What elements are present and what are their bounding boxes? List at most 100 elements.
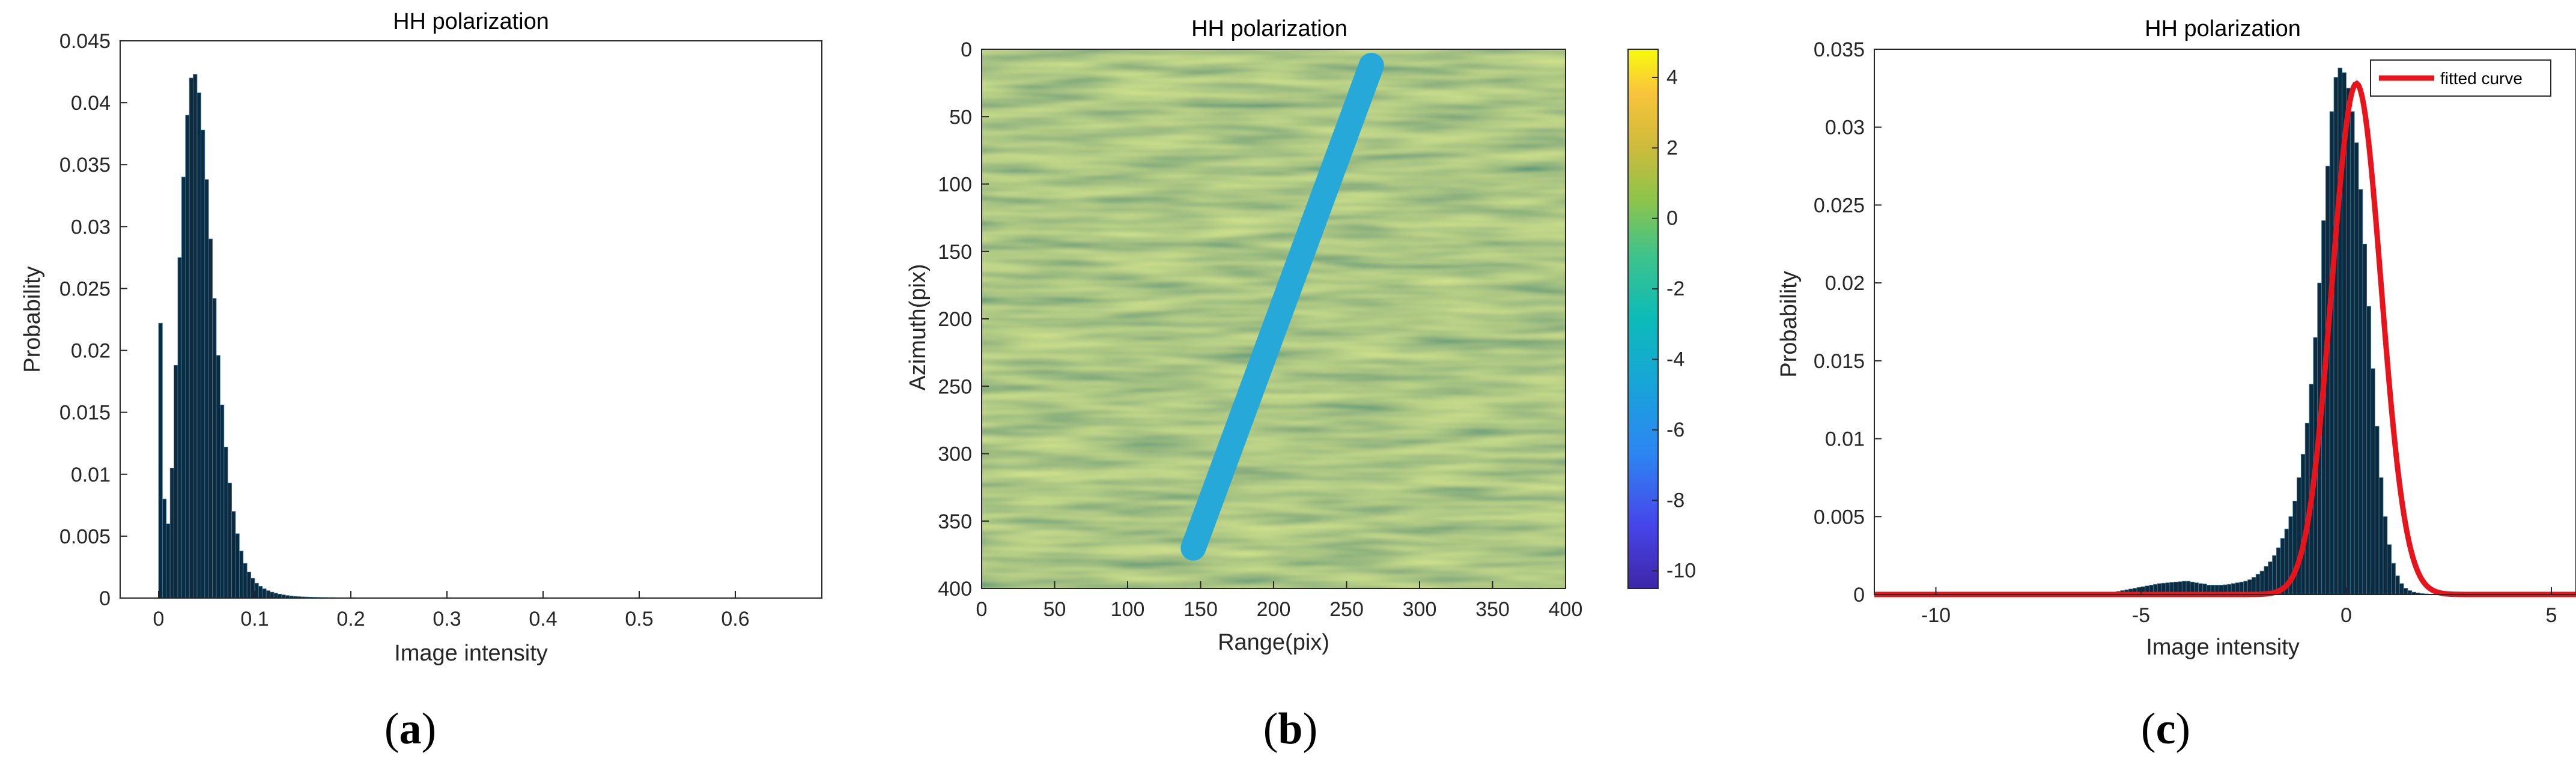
panel-b-ytick-label: 150 (938, 241, 972, 264)
panel-b-ytick-label: 200 (938, 308, 972, 331)
panel-c-bar (2300, 454, 2306, 595)
panel-c-ytick-label: 0.01 (1825, 428, 1865, 451)
panel-a-bar (193, 74, 198, 599)
caption-a: (a) (384, 704, 436, 754)
panel-b-colorbar-ticks: 4 2 0 -2 -4 -6 -8 -10 (1652, 66, 1696, 582)
panel-c-xtick-label: -5 (2132, 604, 2150, 627)
panel-a-bar (162, 498, 167, 599)
panel-b-colorbar-tick-label: -2 (1666, 277, 1684, 300)
panel-b-ship-wake-track (1180, 52, 1384, 561)
panel-a-bar (166, 523, 171, 599)
legend-label: fitted curve (2440, 69, 2523, 88)
panel-a-bar (262, 588, 267, 599)
panel-a-bar (246, 572, 252, 599)
panel-b-colorbar-tick-label: 0 (1666, 207, 1678, 230)
panel-c-xtick-label: -10 (1921, 604, 1951, 627)
caption-c-letter: c (2156, 704, 2176, 754)
panel-b-ytick-label: 250 (938, 375, 972, 398)
panel-a-ylabel: Probability (20, 266, 45, 372)
panel-c-ytick-label: 0 (1853, 584, 1865, 606)
panel-c-xtick-label: 5 (2546, 604, 2557, 627)
panel-a-bar (219, 404, 225, 599)
panel-a-ytick-label: 0.01 (71, 464, 111, 486)
panel-a-ytick-label: 0.04 (71, 92, 111, 115)
panel-c-bar (2374, 426, 2380, 595)
panel-c-bar (2378, 477, 2384, 595)
panel-c-bar (2272, 555, 2277, 595)
panel-a-ytick-label: 0.015 (59, 402, 111, 425)
panel-c-xtick-label: 0 (2341, 604, 2352, 627)
panel-a-ytick-label: 0.025 (59, 277, 111, 300)
panel-c-ytick-label: 0.03 (1825, 116, 1865, 139)
panel-c-bar (2354, 142, 2359, 595)
panel-b-xtick-label: 200 (1257, 598, 1291, 621)
caption-a-letter: a (399, 704, 422, 754)
panel-b-ytick-label: 50 (949, 106, 972, 128)
panel-b-ytick-label: 400 (938, 578, 972, 600)
panel-a-xtick-label: 0 (153, 608, 165, 630)
panel-a: HH polarization 0 0.1 0.2 0.3 0.4 0.5 0.6 0 0.00… (20, 9, 822, 666)
panel-a-bar (231, 511, 236, 599)
caption-c: (c) (2141, 704, 2190, 754)
panel-a-ytick-label: 0.045 (59, 30, 111, 53)
panel-b-colorbar-tick-label: -10 (1666, 560, 1696, 582)
panel-c-bar (2358, 189, 2363, 595)
panel-b-colorbar-tick-label: -4 (1666, 348, 1684, 370)
panel-c-bar (2366, 306, 2371, 595)
panel-b-colorbar (1627, 49, 1659, 589)
panel-c-bar (2391, 563, 2396, 595)
panel-a-bar (235, 533, 240, 599)
panel-c-bar (2333, 77, 2339, 595)
panel-b-xtick-label: 250 (1329, 598, 1364, 621)
panel-a-xtick-label: 0.3 (433, 608, 461, 630)
panel-a-ytick-label: 0.03 (71, 216, 111, 238)
panel-b-colorbar-tick-label: 4 (1666, 66, 1678, 89)
panel-c-bar (2264, 566, 2269, 595)
panel-a-bar (227, 482, 232, 599)
panel-c-bar (2297, 477, 2301, 595)
panel-b-ytick-label: 100 (938, 174, 972, 196)
panel-c-bar (2268, 561, 2273, 595)
panel-c-ytick-label: 0.035 (1814, 38, 1865, 61)
panel-c-bar (2403, 588, 2408, 595)
panel-a-ytick-label: 0.02 (71, 340, 111, 363)
panel-a-bar (204, 179, 209, 599)
panel-c: HH polarization -10 -5 0 5 0 0.005 0.01 0.015 0.… (1776, 16, 2576, 660)
panel-a-ytick-label: 0.005 (59, 525, 111, 548)
panel-c-title: HH polarization (2145, 16, 2301, 41)
panel-a-bar (266, 590, 271, 599)
panel-a-bar (223, 447, 228, 599)
panel-c-legend: fitted curve (2370, 59, 2551, 97)
panel-c-bar (2350, 111, 2355, 595)
panel-c-ylabel: Probability (1776, 271, 1802, 377)
panel-a-bar (174, 364, 178, 599)
panel-a-ytick-label: 0.035 (59, 154, 111, 177)
panel-c-bar (2395, 575, 2400, 595)
panel-b-heatmap (982, 49, 1566, 588)
panel-a-xlabel: Image intensity (394, 641, 548, 666)
caption-b-letter: b (1278, 704, 1302, 754)
panel-a-xtick-label: 0.6 (721, 608, 749, 630)
panel-b: HH polarization 0 50 100 150 200 250 300 350 400… (905, 16, 1696, 655)
panel-a-bar (273, 593, 278, 599)
panel-b-xtick-label: 300 (1403, 598, 1437, 621)
panel-b-title: HH polarization (1191, 16, 1347, 41)
panel-b-ytick-label: 300 (938, 443, 972, 466)
panel-a-xtick-label: 0.5 (625, 608, 653, 630)
panel-a-bar (169, 468, 175, 599)
panel-a-bar (216, 355, 220, 599)
panel-a-xtick-label: 0.4 (529, 608, 557, 630)
panel-c-bar (2371, 368, 2375, 595)
panel-a-bar (270, 591, 275, 599)
panel-c-ytick-label: 0.02 (1825, 272, 1865, 295)
panel-b-ytick-label: 0 (961, 38, 972, 61)
panel-b-xtick-label: 350 (1475, 598, 1510, 621)
panel-a-bar (196, 92, 201, 599)
panel-a-bar (177, 257, 182, 599)
panel-c-bar (2329, 111, 2334, 595)
panel-c-xlabel: Image intensity (2146, 635, 2300, 660)
panel-c-bar (2346, 88, 2351, 595)
panel-c-ticks: -10 -5 0 5 0 0.005 0.01 0.015 0.02 0.025 0.03 0.035 (1814, 38, 2557, 627)
panel-a-bar (208, 238, 213, 599)
